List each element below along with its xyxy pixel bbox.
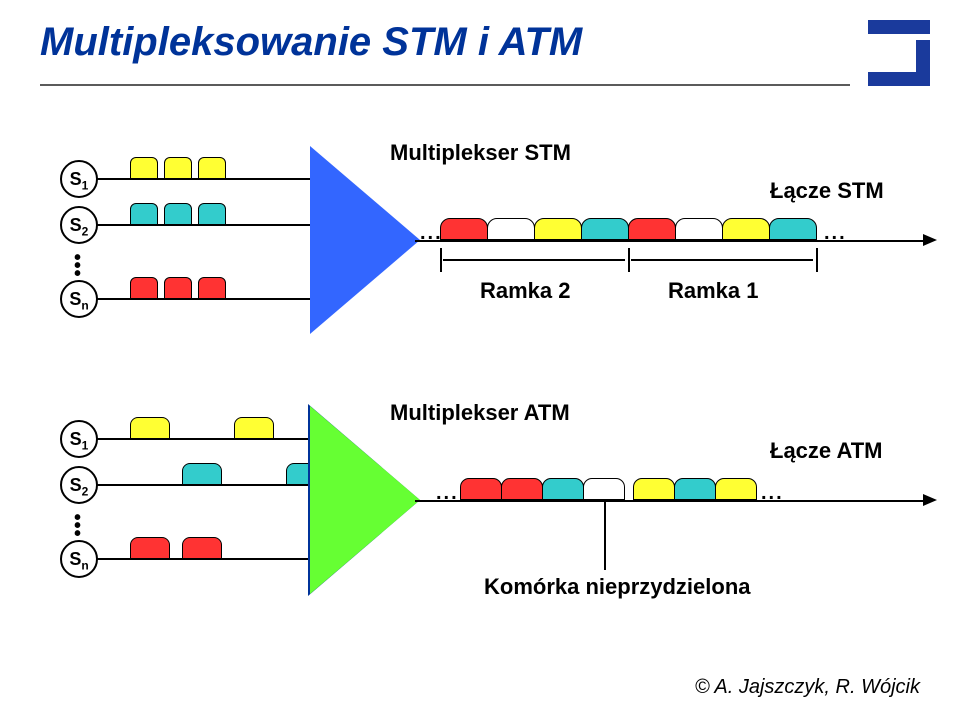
unassigned-cell-label: Komórka nieprzydzielona: [484, 574, 751, 600]
pointer-line: [604, 502, 606, 570]
ellipsis-icon: ...: [761, 482, 784, 505]
cell: [583, 478, 625, 500]
title-underline: [40, 84, 850, 86]
cell: [487, 218, 535, 240]
frame-range: [443, 259, 625, 261]
copyright: © A. Jajszczyk, R. Wójcik: [695, 676, 920, 699]
cell: [164, 277, 192, 299]
cell: [628, 218, 676, 240]
cell: [198, 157, 226, 179]
cell: [234, 417, 274, 439]
cell: [542, 478, 584, 500]
source-node: S1: [60, 420, 98, 458]
cell: [130, 203, 158, 225]
atm-diagram: S1S2Sn• • •Multiplekser ATM......Łącze A…: [0, 410, 960, 670]
stm-output-cells: [440, 218, 816, 240]
atm-multiplexer-icon: [310, 406, 420, 594]
cell: [675, 218, 723, 240]
cell: [182, 463, 222, 485]
atm-mux-label: Multiplekser ATM: [390, 400, 570, 426]
cell: [130, 417, 170, 439]
cell: [581, 218, 629, 240]
atm-link-label: Łącze ATM: [770, 438, 882, 464]
source-cells: [130, 157, 226, 179]
stm-link-label: Łącze STM: [770, 178, 884, 204]
frame2-label: Ramka 2: [480, 278, 571, 304]
atm-output-line: [415, 500, 925, 502]
cell: [198, 277, 226, 299]
arrow-right-icon: [923, 234, 937, 246]
cell: [769, 218, 817, 240]
stm-multiplexer-icon: [310, 146, 420, 334]
arrow-right-icon: [923, 494, 937, 506]
cell: [440, 218, 488, 240]
cell: [164, 157, 192, 179]
cell: [130, 537, 170, 559]
vertical-ellipsis-icon: • • •: [74, 254, 81, 278]
source-node: Sn: [60, 280, 98, 318]
stm-mux-label: Multiplekser STM: [390, 140, 571, 166]
source-node: S2: [60, 466, 98, 504]
atm-output-cells: [460, 478, 756, 500]
source-cells: [130, 203, 226, 225]
frame1-label: Ramka 1: [668, 278, 759, 304]
ellipsis-icon: ...: [824, 222, 847, 245]
cell: [715, 478, 757, 500]
vertical-ellipsis-icon: • • •: [74, 514, 81, 538]
cell: [534, 218, 582, 240]
source-node: Sn: [60, 540, 98, 578]
source-cells: [130, 277, 226, 299]
source-node: S2: [60, 206, 98, 244]
source-node: S1: [60, 160, 98, 198]
cell: [722, 218, 770, 240]
cell: [130, 277, 158, 299]
cell: [182, 537, 222, 559]
cell: [460, 478, 502, 500]
cell: [130, 157, 158, 179]
logo-icon: [868, 20, 930, 86]
cell: [198, 203, 226, 225]
cell: [674, 478, 716, 500]
frame-tick: [440, 248, 442, 272]
cell: [501, 478, 543, 500]
stm-diagram: S1S2Sn• • •Multiplekser STM...Ramka 2Ram…: [0, 150, 960, 370]
frame-range: [631, 259, 813, 261]
cell: [633, 478, 675, 500]
frame-tick: [816, 248, 818, 272]
frame-tick: [628, 248, 630, 272]
cell: [164, 203, 192, 225]
ellipsis-icon: ...: [436, 482, 459, 505]
stm-output-line: [415, 240, 925, 242]
page-title: Multipleksowanie STM i ATM: [40, 20, 582, 65]
